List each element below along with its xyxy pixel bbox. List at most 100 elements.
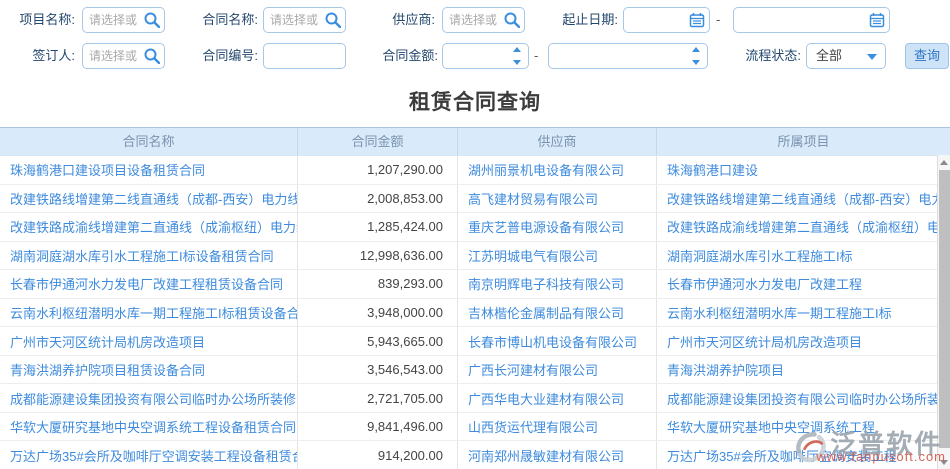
search-button[interactable]: 查询	[905, 43, 949, 69]
contract-name-cell[interactable]: 长春市伊通河水力发电厂改建工程租赁设备合同	[0, 270, 298, 298]
contract-no-input[interactable]	[263, 43, 346, 69]
table-row: 长春市伊通河水力发电厂改建工程租赁设备合同 839,293.00 南京明辉电子科…	[0, 270, 950, 299]
project-cell[interactable]: 改建铁路成渝线增建第二直通线（成渝枢纽）电	[667, 220, 941, 236]
amount-cell: 914,200.00	[298, 441, 458, 469]
contract-name-cell[interactable]: 改建铁路成渝线增建第二直通线（成渝枢纽）电力线	[0, 213, 298, 241]
table-body: 珠海鹤港口建设项目设备租赁合同 1,207,290.00 湖州丽景机电设备有限公…	[0, 156, 950, 469]
contract-name-cell[interactable]: 万达广场35#会所及咖啡厅空调安装工程设备租赁合	[0, 441, 298, 469]
amount-min-field	[442, 43, 529, 69]
contract-name-cell[interactable]: 青海洪湖养护院项目租赁设备合同	[0, 355, 298, 384]
number-stepper[interactable]	[513, 47, 523, 65]
contracts-table: 合同名称 合同金额 供应商 所属项目 珠海鹤港口建设项目设备租赁合同 1,207…	[0, 127, 950, 469]
amount-cell: 3,546,543.00	[298, 355, 458, 384]
project-cell[interactable]: 成都能源建设集团投资有限公司临时办公场所装	[667, 391, 941, 407]
vertical-scrollbar[interactable]	[937, 155, 950, 469]
project-name-field	[82, 7, 165, 33]
project-cell[interactable]: 万达广场35#会所及咖啡厅空调安装工程	[667, 448, 897, 464]
table-row: 湖南洞庭湖水库引水工程施工I标设备租赁合同 12,998,636.00 江苏明城…	[0, 241, 950, 271]
project-cell[interactable]: 云南水利枢纽潜明水库一期工程施工I标	[667, 306, 892, 321]
chevron-down-icon	[867, 54, 877, 60]
date-range-label: 起止日期:	[562, 12, 618, 27]
contract-name-cell[interactable]: 广州市天河区统计局机房改造项目	[0, 327, 298, 355]
amount-cell: 1,285,424.00	[298, 213, 458, 241]
search-icon[interactable]	[144, 48, 160, 64]
number-stepper[interactable]	[692, 47, 702, 65]
amount-cell: 1,207,290.00	[298, 156, 458, 184]
date-end-input[interactable]	[733, 7, 890, 33]
supplier-cell[interactable]: 河南郑州晟敏建材有限公司	[458, 441, 657, 469]
scrollbar-thumb[interactable]	[939, 170, 950, 448]
supplier-field	[442, 7, 525, 33]
contract-no-field	[263, 43, 346, 69]
project-cell[interactable]: 长春市伊通河水力发电厂改建工程	[667, 277, 863, 293]
supplier-cell[interactable]: 高飞建材贸易有限公司	[458, 184, 657, 213]
contract-name-cell[interactable]: 成都能源建设集团投资有限公司临时办公场所装修	[0, 384, 298, 412]
project-cell[interactable]: 华软大厦研究基地中央空调系统工程	[667, 420, 876, 436]
search-icon[interactable]	[325, 12, 341, 28]
supplier-input[interactable]	[442, 7, 525, 33]
contract-name-field	[263, 7, 346, 33]
date-start-field	[623, 7, 710, 33]
table-row: 华软大厦研究基地中央空调系统工程设备租赁合同 9,841,496.00 山西货运…	[0, 412, 950, 442]
table-row: 万达广场35#会所及咖啡厅空调安装工程设备租赁合 914,200.00 河南郑州…	[0, 441, 950, 469]
amount-cell: 3,948,000.00	[298, 298, 458, 327]
signer-field	[82, 43, 165, 69]
amount-max-input[interactable]	[548, 43, 708, 69]
table-row: 青海洪湖养护院项目租赁设备合同 3,546,543.00 广西长河建材有限公司 …	[0, 355, 950, 385]
table-header: 合同名称 合同金额 供应商 所属项目	[0, 128, 950, 156]
status-select[interactable]: 全部	[806, 43, 886, 69]
amount-range-label: 合同金额:	[382, 48, 438, 63]
column-header-project: 所属项目	[777, 134, 830, 149]
table-row: 改建铁路线增建第二线直通线（成都-西安）电力线 2,008,853.00 高飞建…	[0, 184, 950, 214]
supplier-cell[interactable]: 广西华电大业建材有限公司	[458, 384, 657, 412]
amount-cell: 2,721,705.00	[298, 384, 458, 412]
calendar-icon[interactable]	[689, 12, 705, 28]
supplier-cell[interactable]: 吉林楷伦金属制品有限公司	[458, 298, 657, 327]
amount-max-field	[548, 43, 708, 69]
column-header-amount: 合同金额	[298, 128, 458, 155]
amount-cell: 839,293.00	[298, 270, 458, 298]
table-row: 云南水利枢纽潜明水库一期工程施工I标租赁设备合 3,948,000.00 吉林楷…	[0, 298, 950, 328]
project-cell[interactable]: 改建铁路线增建第二线直通线（成都-西安）电力	[667, 191, 945, 207]
supplier-cell[interactable]: 广西长河建材有限公司	[458, 355, 657, 384]
supplier-cell[interactable]: 山西货运代理有限公司	[458, 412, 657, 441]
project-cell[interactable]: 广州市天河区统计局机房改造项目	[667, 334, 863, 350]
calendar-icon[interactable]	[869, 12, 885, 28]
project-cell[interactable]: 青海洪湖养护院项目	[667, 363, 785, 379]
supplier-cell[interactable]: 江苏明城电气有限公司	[458, 241, 657, 270]
scroll-up-arrow-icon[interactable]	[938, 155, 950, 169]
table-row: 广州市天河区统计局机房改造项目 5,943,665.00 长春市博山机电设备有限…	[0, 327, 950, 356]
table-row: 改建铁路成渝线增建第二直通线（成渝枢纽）电力线 1,285,424.00 重庆艺…	[0, 213, 950, 242]
contract-name-cell[interactable]: 改建铁路线增建第二线直通线（成都-西安）电力线	[0, 184, 298, 213]
scroll-down-arrow-icon[interactable]	[938, 455, 950, 469]
contract-name-cell[interactable]: 湖南洞庭湖水库引水工程施工I标设备租赁合同	[0, 241, 298, 270]
date-range-separator: -	[716, 12, 721, 27]
date-start-input[interactable]	[623, 7, 710, 33]
signer-label: 签订人:	[32, 48, 75, 63]
date-end-field	[733, 7, 890, 33]
project-name-input[interactable]	[82, 7, 165, 33]
search-icon[interactable]	[144, 12, 160, 28]
page-title: 租赁合同查询	[409, 91, 541, 114]
amount-cell: 5,943,665.00	[298, 327, 458, 355]
contract-name-cell[interactable]: 华软大厦研究基地中央空调系统工程设备租赁合同	[0, 412, 298, 441]
supplier-cell[interactable]: 长春市博山机电设备有限公司	[458, 327, 657, 355]
project-cell[interactable]: 湖南洞庭湖水库引水工程施工I标	[667, 248, 853, 264]
contract-name-cell[interactable]: 云南水利枢纽潜明水库一期工程施工I标租赁设备合	[0, 298, 298, 327]
search-icon[interactable]	[504, 12, 520, 28]
column-header-contract-name: 合同名称	[0, 128, 298, 155]
amount-cell: 12,998,636.00	[298, 241, 458, 270]
project-cell[interactable]: 珠海鹤港口建设	[667, 163, 759, 179]
table-row: 珠海鹤港口建设项目设备租赁合同 1,207,290.00 湖州丽景机电设备有限公…	[0, 156, 950, 185]
contract-no-label: 合同编号:	[202, 48, 258, 63]
supplier-cell[interactable]: 南京明辉电子科技有限公司	[458, 270, 657, 298]
supplier-cell[interactable]: 湖州丽景机电设备有限公司	[458, 156, 657, 184]
contract-name-cell[interactable]: 珠海鹤港口建设项目设备租赁合同	[0, 156, 298, 184]
amount-range-separator: -	[534, 48, 539, 63]
supplier-cell[interactable]: 重庆艺普电源设备有限公司	[458, 213, 657, 241]
contract-name-input[interactable]	[263, 7, 346, 33]
status-label: 流程状态:	[745, 48, 801, 63]
signer-input[interactable]	[82, 43, 165, 69]
contract-name-label: 合同名称:	[202, 12, 258, 27]
